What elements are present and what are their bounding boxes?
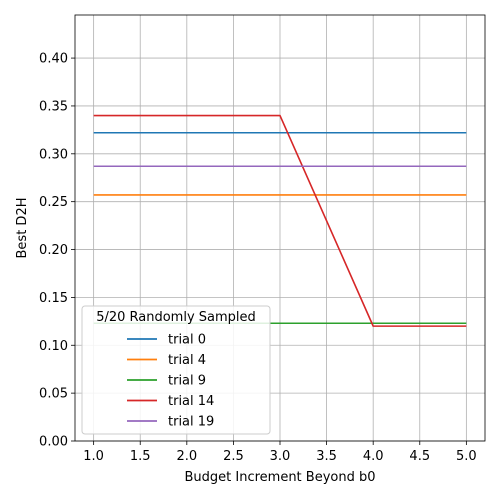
- y-axis-ticks: 0.00 0.05 0.10 0.15 0.20 0.25 0.30 0.35 0.40: [39, 52, 75, 450]
- x-tick-label: 3.5: [316, 449, 337, 464]
- x-tick-label: 2.0: [176, 449, 197, 464]
- y-axis-label: Best D2H: [15, 198, 30, 259]
- x-tick-label: 4.5: [409, 449, 430, 464]
- legend-title: 5/20 Randomly Sampled: [96, 310, 256, 325]
- y-tick-label: 0.20: [39, 243, 68, 258]
- legend-entry: trial 14: [168, 394, 214, 409]
- legend-entry: trial 19: [168, 415, 214, 430]
- legend-entry: trial 9: [168, 374, 206, 389]
- y-tick-label: 0.30: [39, 147, 68, 162]
- x-tick-label: 3.0: [270, 449, 291, 464]
- y-tick-label: 0.05: [39, 387, 68, 402]
- y-tick-label: 0.25: [39, 195, 68, 210]
- series-line-trial-14: [93, 114, 467, 327]
- y-tick-label: 0.10: [39, 339, 68, 354]
- y-tick-label: 0.40: [39, 52, 68, 67]
- legend-box: [81, 305, 271, 435]
- y-tick-label: 0.00: [39, 435, 68, 450]
- y-tick-label: 0.15: [39, 291, 68, 306]
- x-tick-label: 1.5: [130, 449, 151, 464]
- x-axis-ticks: 1.0 1.5 2.0 2.5 3.0 3.5 4.0 4.5 5.0: [83, 441, 477, 464]
- legend-items: trial 0 trial 4 trial 9 trial 14 trial 19: [127, 333, 214, 430]
- x-tick-label: 4.0: [363, 449, 384, 464]
- y-tick-label: 0.35: [39, 99, 68, 114]
- x-tick-label: 5.0: [456, 449, 477, 464]
- x-tick-label: 1.0: [83, 449, 104, 464]
- legend-entry: trial 0: [168, 333, 206, 348]
- x-axis-label: Budget Increment Beyond b0: [184, 470, 375, 485]
- x-tick-label: 2.5: [223, 449, 244, 464]
- legend-entry: trial 4: [168, 353, 206, 368]
